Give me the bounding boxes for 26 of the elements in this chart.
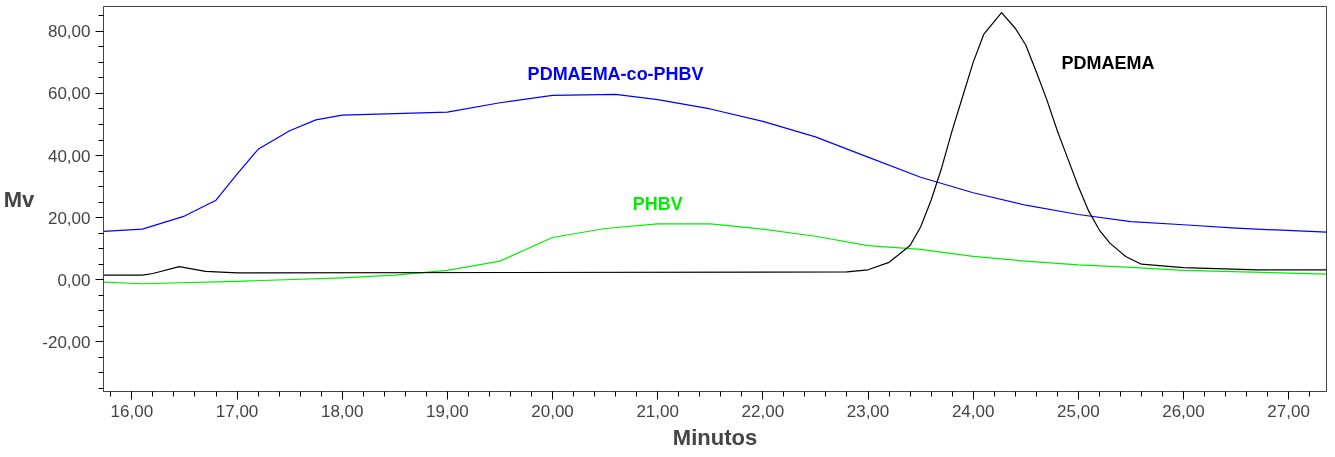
x-tick-label: 17,00 <box>215 401 259 421</box>
line-series <box>103 12 1327 276</box>
series-label: PDMAEMA <box>1061 52 1155 73</box>
x-tick-label: 16,00 <box>110 401 154 421</box>
x-tick-label: 25,00 <box>1057 401 1100 421</box>
y-tick-label: 80,00 <box>47 22 91 42</box>
x-tick-label: 22,00 <box>741 401 785 421</box>
x-tick-label: 20,00 <box>531 401 574 421</box>
x-tick-label: 23,00 <box>846 401 890 421</box>
y-tick-label: 0,00 <box>57 270 91 290</box>
x-tick-label: 21,00 <box>636 401 679 421</box>
series-label: PDMAEMA-co-PHBV <box>527 64 704 85</box>
x-axis-title: Minutos <box>672 424 758 450</box>
line-series <box>103 223 1327 285</box>
x-tick-label: 27,00 <box>1267 401 1310 421</box>
y-tick-label: 20,00 <box>47 208 91 228</box>
line-series <box>103 93 1327 233</box>
x-tick-label: 18,00 <box>320 401 364 421</box>
y-axis-title: Mv <box>3 186 36 212</box>
x-tick-label: 19,00 <box>426 401 469 421</box>
x-tick-label: 26,00 <box>1162 401 1205 421</box>
y-tick-label: -20,00 <box>42 332 91 352</box>
y-tick-label: 40,00 <box>47 146 91 166</box>
x-tick-label: 24,00 <box>951 401 995 421</box>
series-label: PHBV <box>632 193 683 214</box>
y-tick-label: 60,00 <box>47 84 91 104</box>
